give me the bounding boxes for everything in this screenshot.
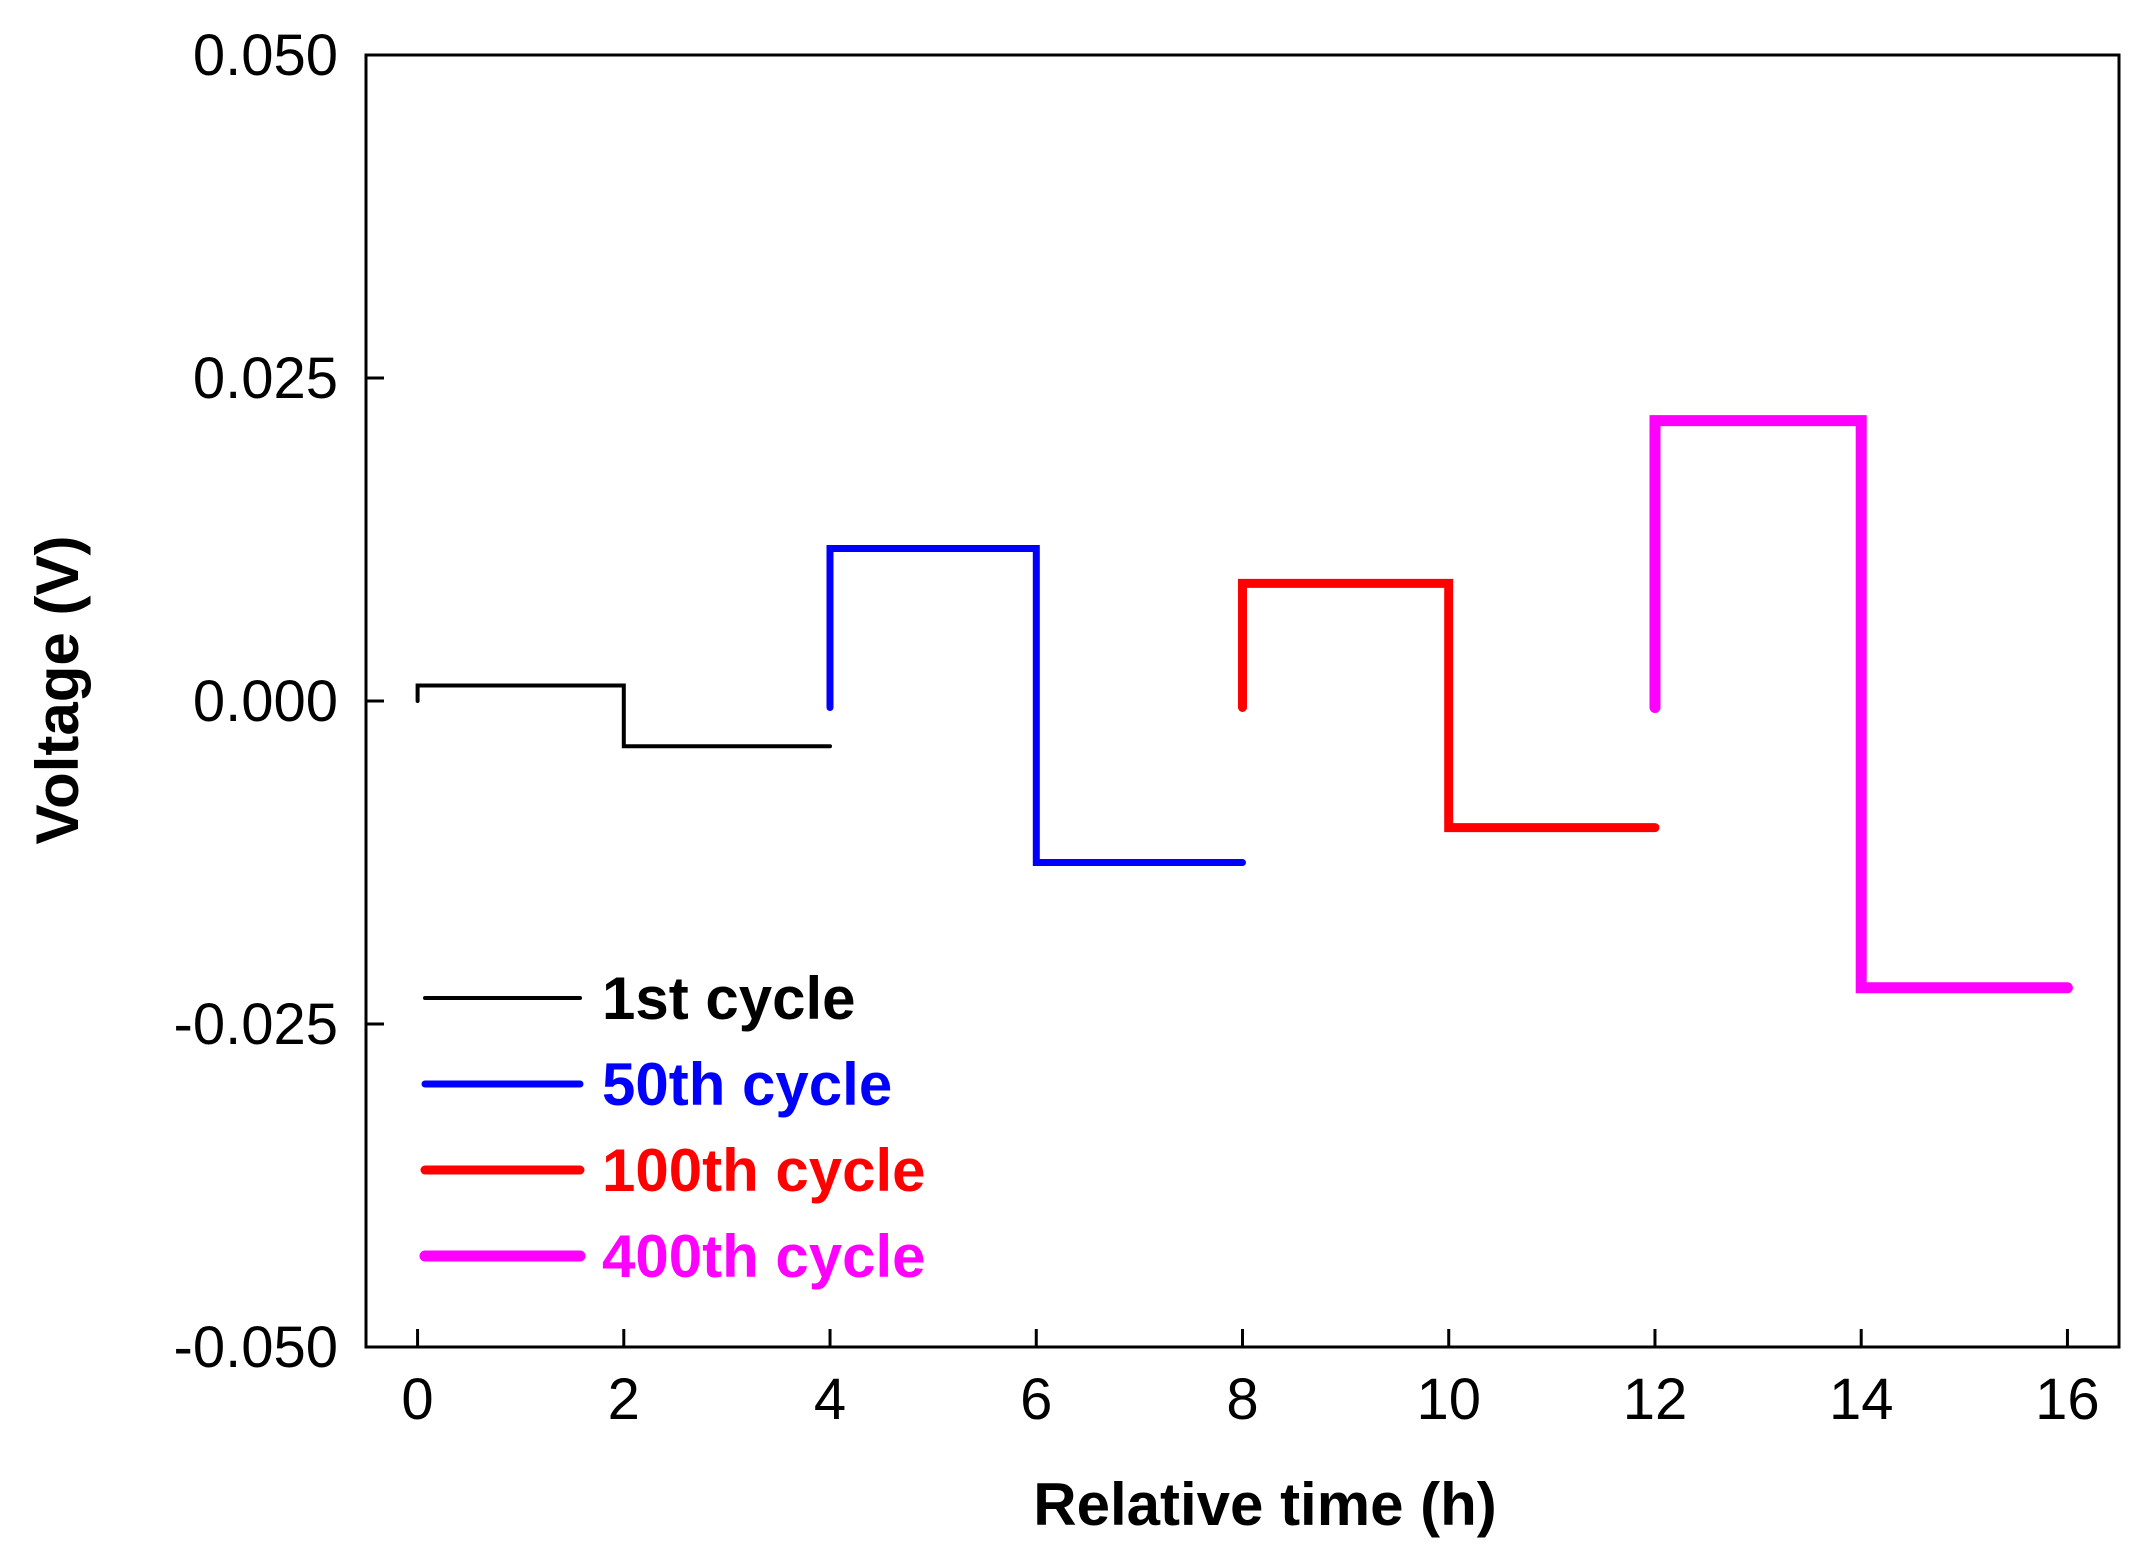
x-tick-label: 16	[2035, 1367, 2100, 1432]
x-axis: 0 2 4 6 8 10 12 14 16	[401, 1329, 2100, 1432]
series-line-1	[415, 683, 832, 749]
x-tick-label: 8	[1226, 1367, 1258, 1432]
legend-label-4: 400th cycle	[602, 1223, 926, 1290]
y-axis-title: Voltage (V)	[24, 536, 91, 845]
y-tick-label: 0.000	[193, 669, 338, 734]
x-tick-label: 0	[401, 1367, 433, 1432]
x-tick-label: 4	[814, 1367, 846, 1432]
x-tick-label: 2	[608, 1367, 640, 1432]
y-tick-label: 0.025	[193, 346, 338, 411]
y-tick-label: 0.050	[193, 23, 338, 88]
y-tick-label: -0.050	[174, 1315, 338, 1380]
series-layer	[415, 415, 2073, 994]
legend-label-1: 1st cycle	[602, 965, 856, 1032]
x-tick-label: 14	[1829, 1367, 1894, 1432]
series-line-4	[1649, 415, 2073, 994]
series-line-2	[826, 545, 1246, 866]
x-axis-title: Relative time (h)	[1033, 1471, 1496, 1538]
series-line-3	[1238, 578, 1660, 833]
x-tick-label: 6	[1020, 1367, 1052, 1432]
legend-label-2: 50th cycle	[602, 1051, 892, 1118]
x-tick-label: 10	[1416, 1367, 1481, 1432]
x-tick-label: 12	[1623, 1367, 1688, 1432]
y-tick-label: -0.025	[174, 992, 338, 1057]
legend: 1st cycle 50th cycle 100th cycle 400th cycl…	[419, 965, 926, 1290]
legend-label-3: 100th cycle	[602, 1137, 926, 1204]
y-axis: 0.050 0.025 0.000 -0.025 -0.050	[174, 23, 384, 1380]
